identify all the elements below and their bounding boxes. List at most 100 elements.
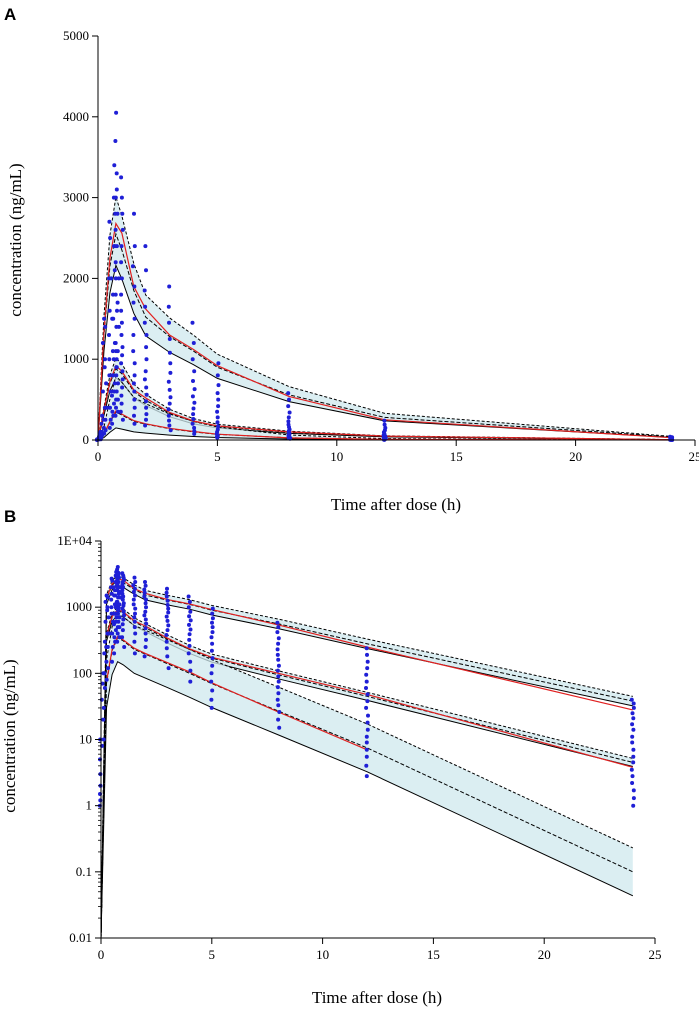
- observation-point: [630, 781, 635, 785]
- observation-point: [166, 666, 171, 671]
- observation-point: [276, 641, 281, 646]
- observation-point: [116, 572, 121, 577]
- observation-point: [188, 659, 193, 664]
- observation-point: [133, 606, 138, 611]
- observation-point: [190, 357, 195, 362]
- observation-point: [142, 590, 147, 595]
- observation-point: [210, 641, 215, 646]
- observation-point: [120, 345, 125, 350]
- observation-point: [383, 425, 388, 430]
- observation-point: [105, 645, 110, 649]
- observation-point: [120, 622, 125, 627]
- observation-point: [187, 643, 192, 648]
- observation-point: [186, 605, 191, 610]
- observation-point: [188, 679, 193, 684]
- observation-point: [276, 679, 281, 684]
- panel-b-observations: [97, 565, 636, 808]
- observation-point: [115, 349, 120, 354]
- observation-point: [276, 625, 281, 630]
- observation-point: [166, 379, 171, 384]
- observation-point: [121, 617, 126, 622]
- observation-point: [131, 349, 136, 354]
- x-tick-label: 0: [95, 449, 102, 464]
- observation-point: [107, 308, 112, 313]
- observation-point: [120, 635, 125, 640]
- panel-b: B 0.01 0.1 1 10 100 1000 1E+04 0 5 10 15 20 25 Time …: [0, 507, 662, 1007]
- observation-point: [122, 645, 127, 649]
- observation-point: [190, 394, 195, 399]
- observation-point: [364, 679, 369, 684]
- observation-point: [103, 357, 107, 362]
- observation-point: [109, 576, 114, 581]
- observation-point: [168, 370, 173, 375]
- observation-point: [132, 244, 137, 249]
- panel-a-axes: 0 1000 2000 3000 4000 5000 0 5 10 15 20 25: [63, 28, 699, 464]
- observation-point: [187, 622, 191, 627]
- observation-point: [120, 227, 125, 232]
- observation-point: [108, 417, 113, 422]
- observation-point: [114, 365, 119, 370]
- observed-line-95th: [97, 221, 672, 441]
- observation-point: [275, 630, 280, 635]
- observation-point: [120, 385, 125, 390]
- observation-point: [110, 349, 115, 354]
- observation-point: [110, 659, 114, 664]
- observation-point: [120, 591, 125, 596]
- observation-point: [105, 595, 110, 600]
- observation-point: [167, 418, 171, 423]
- observation-point: [143, 631, 148, 636]
- observation-point: [117, 625, 122, 630]
- observation-point: [144, 392, 149, 397]
- observation-point: [120, 377, 125, 382]
- observation-point: [167, 423, 172, 428]
- observation-point: [276, 663, 281, 668]
- observation-point: [132, 284, 137, 289]
- observation-point: [106, 666, 110, 671]
- observation-point: [165, 618, 170, 623]
- observation-point: [277, 725, 282, 730]
- observation-point: [102, 316, 107, 321]
- observation-point: [104, 677, 109, 682]
- observation-point: [104, 405, 109, 410]
- observation-point: [116, 580, 121, 584]
- observation-point: [102, 639, 107, 644]
- observation-point: [187, 614, 192, 619]
- observation-point: [144, 597, 148, 602]
- observation-point: [132, 421, 137, 426]
- y-tick-label: 4000: [63, 109, 89, 124]
- observation-point: [115, 565, 120, 569]
- observation-point: [114, 389, 119, 394]
- observation-point: [191, 406, 196, 411]
- observation-point: [132, 211, 136, 216]
- observation-point: [631, 701, 636, 706]
- observation-point: [144, 268, 148, 273]
- observation-point: [286, 422, 291, 427]
- observation-point: [382, 418, 387, 423]
- observation-point: [120, 628, 125, 633]
- observation-point: [120, 597, 125, 602]
- observation-point: [631, 760, 636, 765]
- observation-point: [119, 244, 124, 249]
- panel-a-label: A: [4, 5, 16, 24]
- observation-point: [119, 320, 124, 325]
- observation-point: [133, 593, 137, 598]
- observation-point: [210, 663, 215, 668]
- observation-point: [142, 320, 147, 325]
- observation-point: [115, 308, 119, 313]
- observation-point: [113, 139, 118, 143]
- observation-point: [110, 393, 114, 398]
- observation-point: [132, 625, 137, 630]
- observation-point: [115, 631, 120, 636]
- observation-point: [631, 754, 636, 759]
- observation-point: [113, 413, 118, 418]
- observation-point: [144, 417, 148, 422]
- observation-point: [209, 648, 214, 653]
- observation-point: [133, 580, 138, 584]
- observation-point: [168, 361, 173, 366]
- observation-point: [286, 415, 291, 420]
- observation-point: [631, 803, 636, 808]
- observation-point: [113, 628, 118, 633]
- observation-point: [143, 626, 148, 631]
- observation-point: [103, 324, 108, 329]
- observation-point: [192, 429, 197, 434]
